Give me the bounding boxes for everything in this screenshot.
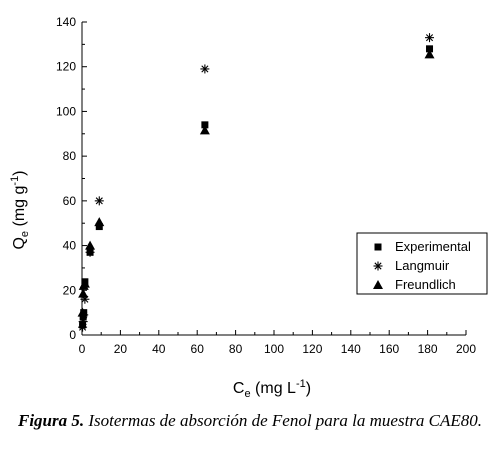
point-langmuir: [79, 310, 89, 320]
y-tick-label: 140: [56, 15, 76, 29]
x-tick-label: 200: [456, 342, 476, 356]
figure-caption: Figura 5. Isotermas de absorción de Feno…: [0, 410, 500, 431]
y-tick-label: 100: [56, 104, 76, 118]
point-experimental: [95, 223, 103, 231]
point-langmuir: [200, 64, 210, 74]
y-axis-ticks: 0 20 40 60 80 100 120 140: [56, 15, 87, 342]
legend: Experimental Langmuir Freundlich: [356, 232, 488, 295]
point-langmuir: [425, 33, 435, 43]
figure-label: Figura 5.: [17, 411, 85, 430]
y-tick-label: 80: [63, 149, 77, 163]
legend-label-freundlich: Freundlich: [395, 277, 456, 292]
legend-marker-langmuir: [373, 261, 383, 271]
x-tick-label: 180: [418, 342, 438, 356]
x-tick-label: 160: [379, 342, 399, 356]
isotherm-chart: 0 20 40 60 80 100 120 140 160 180 200 0 20 40 60 80 100…: [9, 15, 488, 400]
x-tick-label: 20: [114, 342, 128, 356]
x-tick-label: 60: [191, 342, 205, 356]
x-tick-label: 40: [152, 342, 166, 356]
y-tick-label: 120: [56, 60, 76, 74]
legend-label-experimental: Experimental: [395, 239, 471, 254]
y-tick-label: 20: [63, 283, 77, 297]
y-tick-label: 0: [69, 328, 76, 342]
caption-text: Isotermas de absorción de Fenol para la …: [84, 411, 483, 430]
point-langmuir: [78, 317, 88, 327]
y-tick-label: 40: [63, 239, 77, 253]
point-freundlich: [424, 49, 435, 59]
point-experimental: [201, 121, 209, 129]
x-axis-ticks: 0 20 40 60 80 100 120 140 160 180 200: [79, 330, 476, 356]
legend-marker-freundlich: [373, 280, 383, 289]
x-tick-label: 0: [79, 342, 86, 356]
point-freundlich: [78, 288, 89, 298]
x-axis-label: Ce (mg L-1): [233, 378, 311, 400]
legend-marker-experimental: [374, 243, 382, 251]
point-freundlich: [85, 240, 96, 250]
point-langmuir: [94, 196, 104, 206]
point-freundlich: [199, 125, 210, 135]
y-axis-label: Qe (mg g-1): [9, 170, 31, 249]
point-langmuir: [80, 294, 90, 304]
y-tick-label: 60: [63, 194, 77, 208]
x-tick-label: 120: [302, 342, 322, 356]
x-tick-label: 80: [229, 342, 243, 356]
point-langmuir: [85, 247, 95, 257]
data-points: [77, 33, 435, 332]
legend-label-langmuir: Langmuir: [395, 258, 450, 273]
point-experimental: [426, 45, 434, 53]
point-experimental: [81, 278, 89, 286]
x-tick-label: 100: [264, 342, 284, 356]
x-tick-label: 140: [341, 342, 361, 356]
legend-markers: [373, 243, 383, 289]
